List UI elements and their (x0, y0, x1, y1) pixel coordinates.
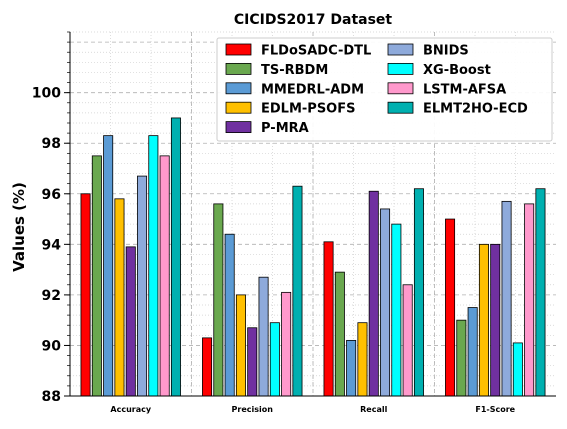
y-tick-label: 88 (42, 389, 61, 405)
bar (413, 188, 424, 397)
legend-swatch (225, 101, 252, 114)
legend-label: EDLM-PSOFS (261, 102, 355, 117)
legend-label: XG-Boost (423, 63, 491, 78)
bar (334, 271, 345, 397)
bar (258, 276, 269, 397)
bar (402, 284, 413, 397)
bar (346, 339, 357, 397)
bar (467, 307, 478, 397)
bar (357, 322, 368, 397)
bar (269, 322, 280, 397)
bar (323, 241, 334, 397)
bar (114, 198, 125, 397)
bar (235, 294, 246, 397)
legend-swatch (225, 82, 252, 95)
bar (501, 200, 512, 397)
axes: Accuracy Precision Recall F1-Score 88 90 92 94 9… (32, 31, 556, 414)
bar (281, 291, 292, 397)
bar (159, 155, 170, 397)
x-tick-label: Recall (360, 405, 387, 414)
y-tick-label: 96 (42, 187, 61, 203)
y-tick-label: 94 (42, 237, 62, 253)
y-tick-label: 98 (42, 136, 61, 152)
y-tick-label: 92 (42, 288, 61, 304)
legend-swatch (225, 43, 252, 56)
x-tick-label: F1-Score (475, 405, 515, 414)
bar (391, 223, 402, 397)
bar (80, 193, 91, 397)
legend: FLDoSADC-DTL TS-RBDM MMEDRL-ADM EDLM-PSOFS P… (216, 37, 553, 142)
legend-label: TS-RBDM (261, 63, 328, 78)
bar (445, 218, 456, 397)
legend-label: P-MRA (261, 121, 309, 136)
bar (380, 208, 391, 397)
bar (292, 185, 303, 397)
bar (490, 243, 501, 397)
bar (224, 233, 235, 397)
bar (170, 117, 181, 397)
bars (80, 117, 546, 397)
bar (478, 243, 489, 397)
bar (247, 327, 258, 397)
chart-title: CICIDS2017 Dataset (234, 12, 393, 28)
bar (213, 203, 224, 397)
legend-box (216, 37, 553, 142)
bar (368, 190, 379, 397)
legend-label: LSTM-AFSA (423, 82, 506, 97)
bar (202, 337, 213, 397)
bar (125, 246, 136, 397)
legend-label: MMEDRL-ADM (261, 82, 364, 97)
y-tick-label: 90 (42, 338, 62, 354)
x-tick-label: Precision (232, 405, 274, 414)
bar (91, 155, 102, 397)
bar (524, 203, 535, 397)
legend-label: FLDoSADC-DTL (261, 44, 371, 59)
legend-swatch (387, 63, 414, 75)
legend-swatch (225, 63, 252, 75)
legend-label: ELMT2HO-ECD (423, 102, 528, 117)
bar (103, 135, 114, 397)
legend-swatch (387, 101, 414, 114)
bar (148, 135, 159, 397)
bar (137, 175, 148, 397)
legend-swatch (387, 82, 414, 95)
bar (512, 342, 523, 397)
legend-swatch (225, 121, 252, 133)
legend-label: BNIDS (423, 44, 469, 59)
y-axis-label: Values (%) (10, 182, 28, 272)
x-tick-label: Accuracy (110, 405, 151, 414)
legend-swatch (387, 43, 414, 56)
y-tick-label: 100 (32, 86, 61, 102)
bar (535, 188, 546, 397)
bar (456, 319, 467, 397)
